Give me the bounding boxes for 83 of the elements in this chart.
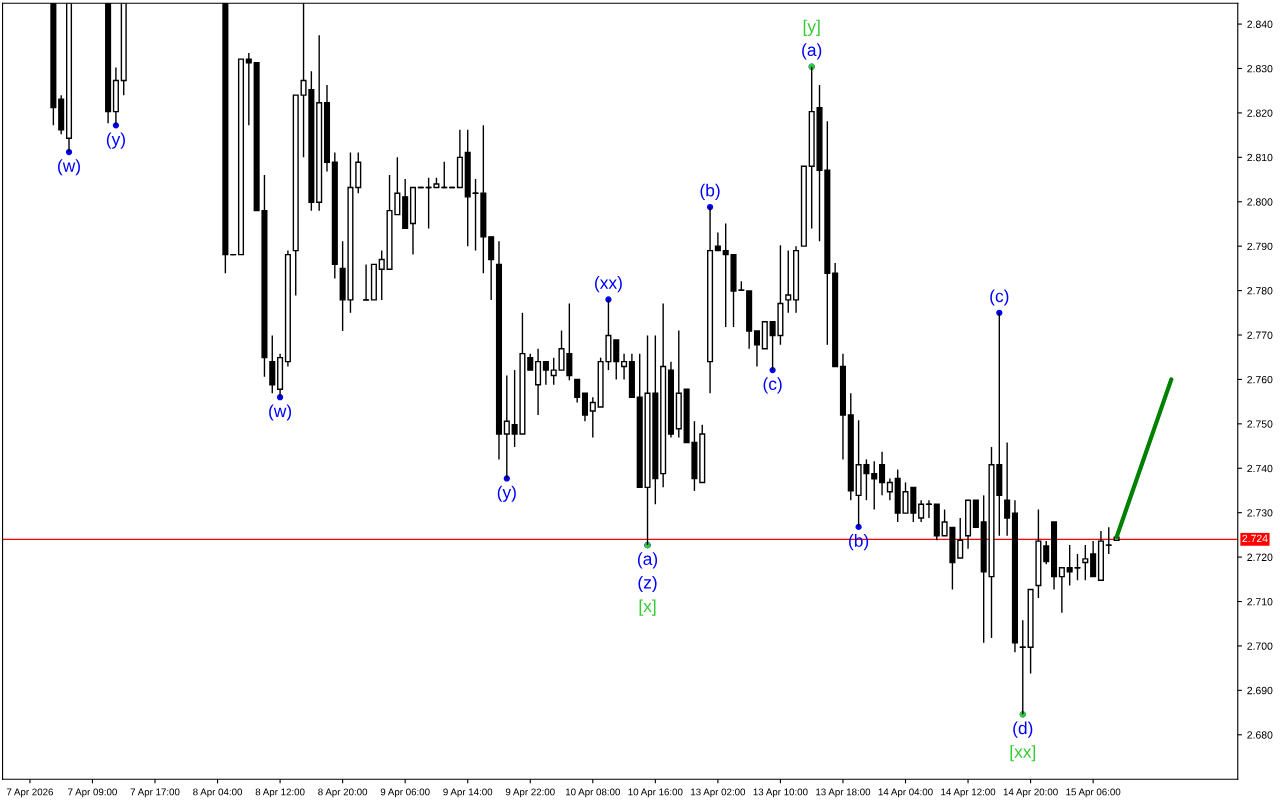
candlestick [503,374,510,480]
y-tick-label: 2.840 [1247,20,1273,28]
y-tick-label: 2.700 [1247,642,1273,650]
y-tick-label: 2.690 [1247,686,1273,695]
y-tick-label: 2.710 [1247,598,1273,606]
x-tick-label: 7 Apr 17:00 [130,788,180,798]
data-label: (xx) [595,276,622,293]
x-tick-label: 10 Apr 16:00 [628,788,683,798]
candlestick [589,396,596,439]
candlestick [785,249,792,314]
candlestick [1043,540,1050,565]
candlestick [542,360,549,386]
candlestick [535,348,542,416]
candlestick [1019,619,1026,716]
x-tick-label: 10 Apr 08:00 [565,788,620,798]
y-tick-label: 2.680 [1247,731,1273,739]
y-tick-label: 2.830 [1247,65,1273,73]
candlestick [1004,441,1011,537]
data-label: (a) [802,43,822,60]
data-label: [x] [639,599,656,616]
x-tick-label: 14 Apr 04:00 [878,788,933,798]
x-tick-label: 14 Apr 12:00 [941,788,996,798]
data-label: (b) [700,183,720,200]
x-tick-label: 8 Apr 20:00 [318,788,368,798]
candlestick [871,460,878,511]
y-tick-label: 2.770 [1247,331,1273,339]
data-label: (y) [497,485,516,502]
y-tick-label: 2.800 [1247,198,1273,206]
y-tick-label: 2.780 [1247,287,1273,295]
candlestick [1105,526,1112,555]
candlestick [488,236,495,301]
x-tick-label: 8 Apr 04:00 [193,788,243,798]
x-tick-label: 15 Apr 06:00 [1066,788,1121,798]
y-tick-label: 2.820 [1247,109,1273,117]
x-tick-label: 7 Apr 2026 [6,788,54,798]
x-tick-label: 8 Apr 12:00 [255,788,305,798]
candlestick [581,392,589,422]
candlestick [879,451,886,497]
ref-line-label: 2.724 [1242,534,1268,543]
candlestick [1058,567,1065,614]
x-tick-label: 13 Apr 18:00 [816,788,871,798]
data-label: [y] [803,19,820,36]
x-tick-label: 14 Apr 20:00 [1003,788,1058,798]
candlestick [1090,540,1097,578]
point [503,475,510,482]
y-tick-label: 2.730 [1247,509,1273,517]
data-label: (c) [990,289,1009,306]
data-label: (w) [269,404,292,421]
x-tick-label: 9 Apr 06:00 [380,788,430,798]
candlestick [245,52,252,127]
candlestick [613,339,620,381]
candlestick [269,334,276,394]
point [996,309,1003,316]
candlestick [886,477,893,501]
data-label: (y) [106,132,125,149]
candlestick [753,330,761,368]
y-tick-label: 2.760 [1247,375,1273,384]
candlestick [621,352,628,381]
candlestick [714,231,721,252]
x-tick-label: 13 Apr 02:00 [691,788,746,798]
x-tick-label: 7 Apr 09:00 [68,788,117,798]
data-label: (z) [638,575,657,593]
data-label: (a) [637,552,658,569]
candlestick [574,378,581,404]
candlestick [363,263,370,301]
candlestick [441,161,448,189]
y-tick-label: 2.720 [1247,553,1273,561]
y-tick-label: 2.750 [1247,420,1273,428]
data-label: (d) [1013,721,1033,738]
data-label: (c) [763,377,782,394]
candlestick [925,499,933,519]
candlestick [918,499,925,523]
y-tick-label: 2.810 [1247,153,1273,162]
x-tick-label: 13 Apr 10:00 [753,788,808,798]
y-tick-label: 2.790 [1247,242,1273,251]
point [769,366,776,374]
y-tick-label: 2.740 [1247,464,1273,473]
data-label: [xx] [1010,745,1036,762]
data-label: (w) [58,159,80,176]
candlestick [957,517,964,559]
x-tick-label: 9 Apr 14:00 [443,788,493,798]
candlestick [1082,544,1089,581]
x-tick-label: 9 Apr 22:00 [505,788,555,798]
